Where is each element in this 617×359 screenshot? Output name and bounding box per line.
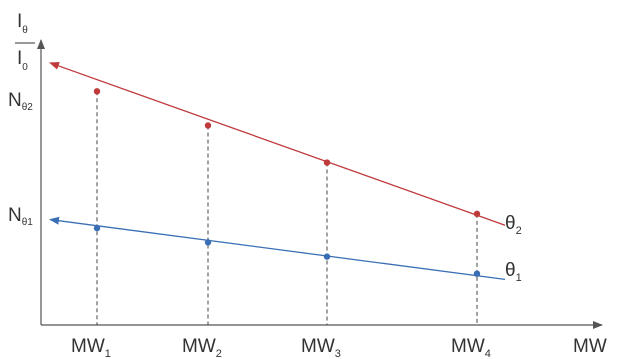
dashed-guides [96, 91, 478, 325]
series-label-theta1: θ1 [505, 260, 522, 284]
y-label-denominator: I [17, 48, 22, 69]
y-tick-labels: Nθ2 Nθ1 [8, 90, 33, 228]
svg-text:I0: I0 [17, 48, 28, 73]
y-label-denominator-sub: 0 [22, 62, 28, 73]
svg-text:Iθ: Iθ [17, 11, 28, 36]
point-theta2-3 [323, 159, 331, 166]
point-theta2-1 [93, 88, 101, 95]
series-line-theta1 [49, 216, 506, 281]
y-tick-label-theta2: Nθ2 [8, 90, 33, 113]
y-label-numerator: I [17, 11, 22, 32]
point-theta1-2 [204, 239, 212, 246]
x-tick-labels: MW1 MW2 MW3 MW4 [71, 336, 491, 359]
y-axis-label: Iθ I0 [15, 11, 35, 73]
series-layer [49, 62, 506, 281]
point-theta2-4 [473, 210, 481, 218]
x-tick-label-3: MW3 [301, 336, 341, 359]
x-tick-label-1: MW1 [71, 336, 111, 359]
y-tick-label-theta1: Nθ1 [8, 205, 33, 228]
series-label-theta2: θ2 [505, 213, 522, 237]
series-labels: θ2 θ1 [505, 213, 522, 284]
x-tick-label-4: MW4 [451, 336, 491, 359]
point-theta1-1 [93, 224, 101, 232]
point-theta1-3 [323, 253, 331, 260]
x-tick-label-2: MW2 [182, 336, 222, 359]
point-theta1-4 [473, 270, 481, 277]
y-label-numerator-sub: θ [22, 25, 28, 36]
x-axis-title: MW [573, 336, 607, 357]
series-line-theta2 [49, 62, 506, 226]
point-theta2-2 [204, 122, 212, 129]
